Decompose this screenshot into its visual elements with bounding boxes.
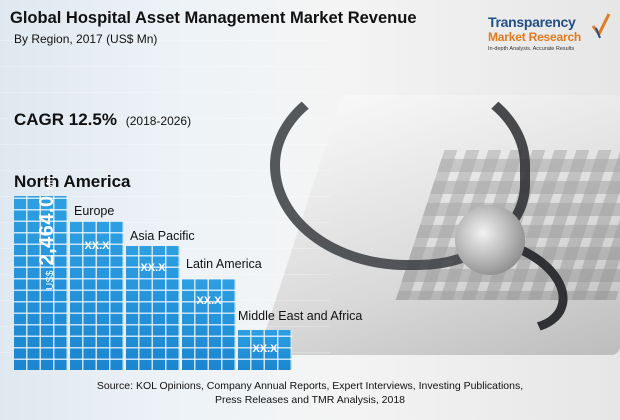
category-label-europe: Europe (74, 204, 115, 218)
bar-value-latin-america: XX.X (196, 295, 222, 307)
logo-tagline: In-depth Analysis. Accurate Results (488, 46, 575, 52)
category-label-north-america: North America (14, 172, 131, 191)
value-number: 2,464.0 (36, 195, 58, 266)
value-unit: Mn (45, 176, 56, 191)
stethoscope-chestpiece (455, 205, 525, 275)
logo-line-1: Transparency (488, 14, 576, 30)
bar-europe (70, 221, 124, 370)
cagr-text: CAGR 12.5% (2018-2026) (14, 110, 191, 130)
category-label-asia-pacific: Asia Pacific (130, 229, 195, 243)
bar-middle-east-africa (238, 330, 292, 370)
category-label-latin-america: Latin America (186, 257, 262, 271)
source-note: Source: KOL Opinions, Company Annual Rep… (0, 379, 620, 407)
bar-value-asia-pacific: XX.X (140, 262, 166, 274)
chart-title: Global Hospital Asset Management Market … (10, 9, 417, 27)
brand-logo: Transparency Market Research In-depth An… (488, 13, 613, 62)
bar-asia-pacific (126, 246, 180, 370)
value-prefix: US$ (45, 270, 56, 290)
source-line-2: Press Releases and TMR Analysis, 2018 (214, 394, 406, 406)
cagr-period: (2018-2026) (125, 114, 192, 128)
cagr-value: CAGR 12.5% (14, 110, 117, 129)
check-swoosh-icon (591, 13, 611, 39)
bar-latin-america (182, 279, 236, 370)
bar-north-america (14, 196, 68, 370)
stethoscope-photo (270, 70, 530, 270)
logo-line-2: Market Research (488, 30, 582, 44)
source-line-1: Source: KOL Opinions, Company Annual Rep… (96, 380, 524, 392)
bar-value-europe: XX.X (84, 240, 110, 252)
bar-value-middle-east-africa: XX.X (252, 343, 278, 355)
category-label-middle-east-africa: Middle East and Africa (238, 309, 363, 323)
chart-subtitle: By Region, 2017 (US$ Mn) (14, 32, 158, 46)
bar-value-north-america: US$ 2,464.0 Mn (36, 176, 59, 290)
